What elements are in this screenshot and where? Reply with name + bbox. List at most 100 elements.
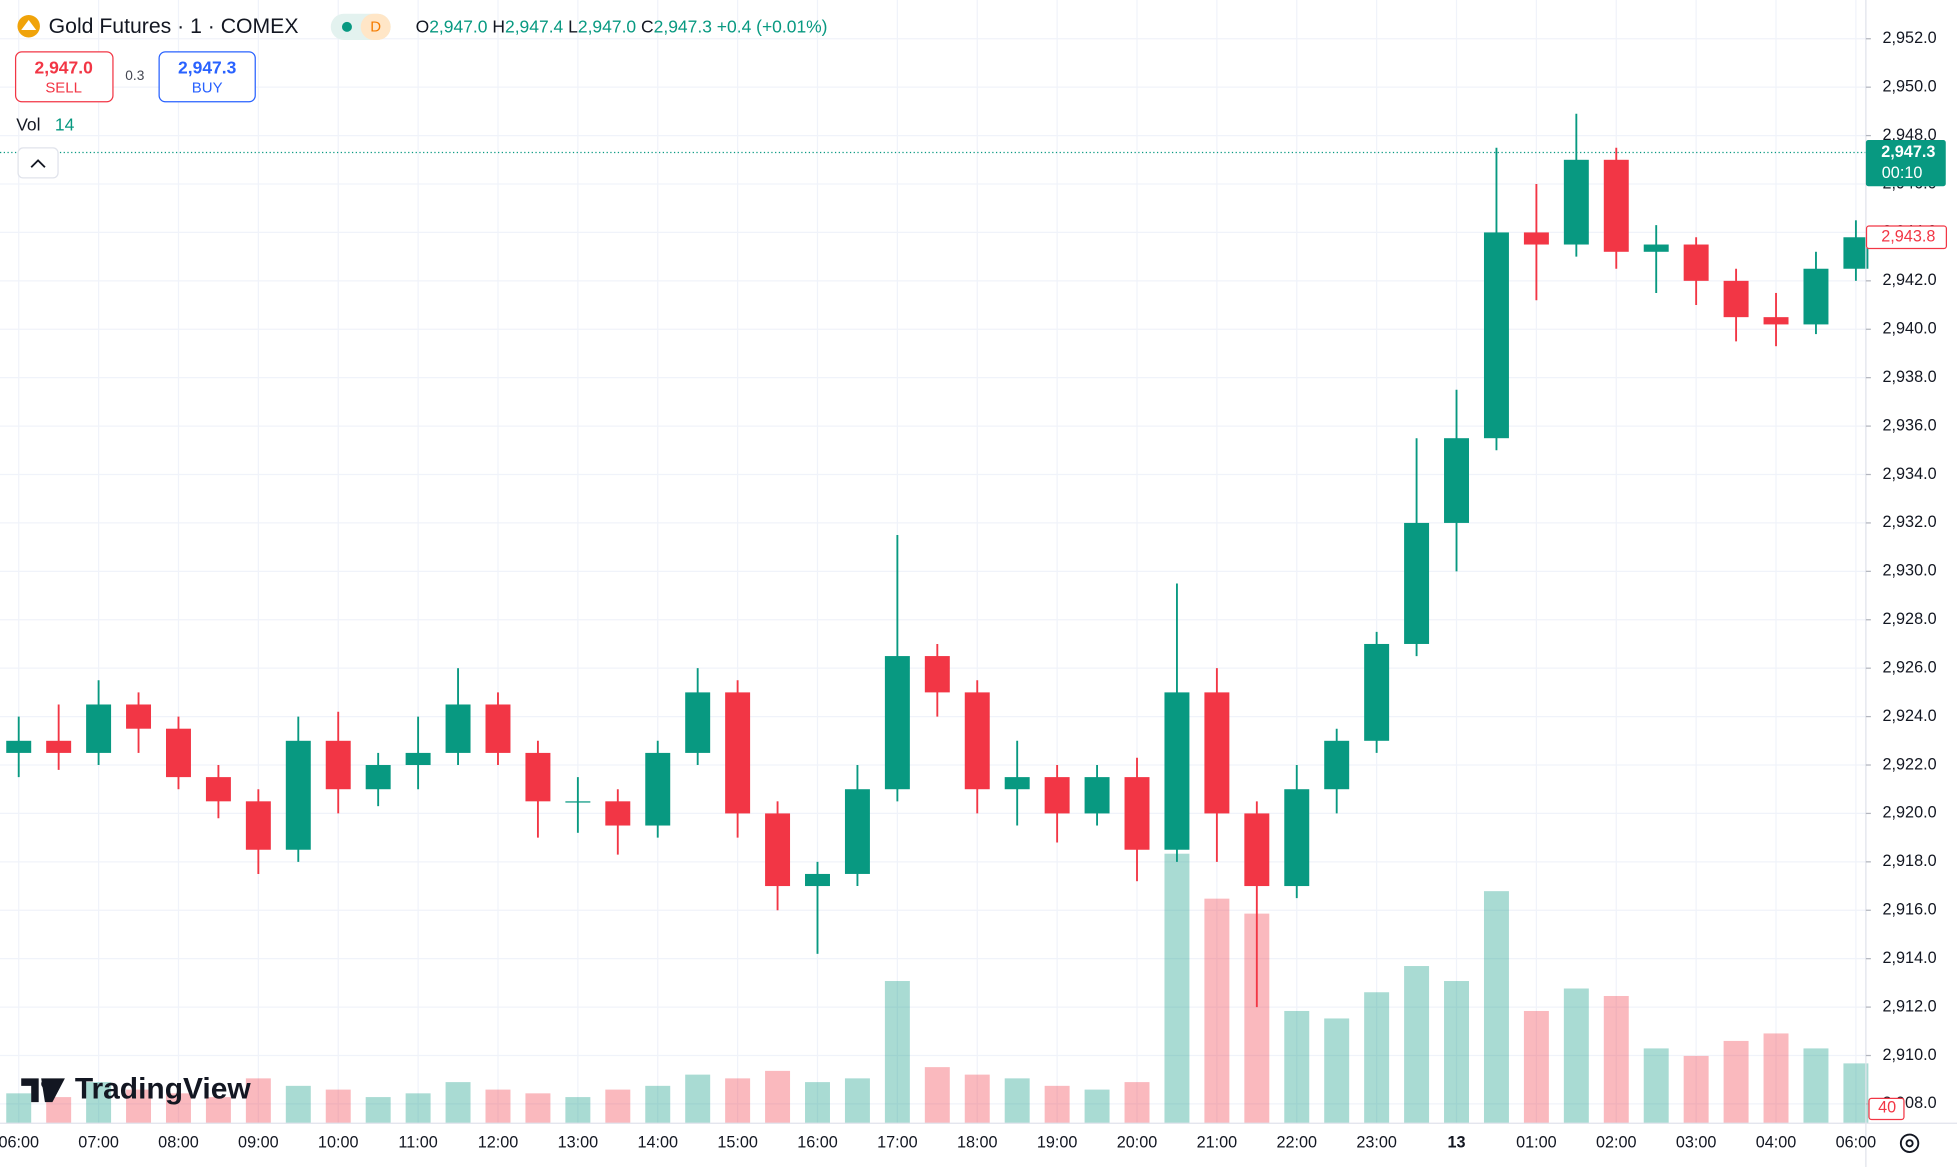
candle-body xyxy=(1563,159,1589,245)
candle-body xyxy=(1164,692,1190,850)
volume-bar xyxy=(245,1078,271,1124)
x-tick-label: 07:00 xyxy=(78,1134,119,1152)
interval-badge: D xyxy=(370,18,381,35)
symbol-icon-glyph xyxy=(21,19,37,30)
spread: 0.3 xyxy=(125,68,144,83)
volume-bar xyxy=(405,1093,431,1124)
candle-body xyxy=(1324,740,1350,790)
y-tick-label: 2,914.0 xyxy=(1883,949,1937,967)
sell-price: 2,947.0 xyxy=(35,57,93,77)
volume-legend-name: Vol xyxy=(16,115,40,135)
x-tick-label: 15:00 xyxy=(717,1134,758,1152)
candle-body xyxy=(1124,777,1150,850)
volume-bar xyxy=(685,1074,711,1124)
plot-area xyxy=(0,0,1869,1124)
y-tick-label: 2,912.0 xyxy=(1883,997,1937,1015)
x-tick-label: 17:00 xyxy=(877,1134,918,1152)
ohlc-key: O xyxy=(416,16,430,36)
x-tick-label: 06:00 xyxy=(1836,1134,1877,1152)
candle-body xyxy=(605,801,631,826)
volume-bar xyxy=(884,981,910,1124)
volume-bar xyxy=(6,1093,32,1124)
sell-button[interactable] xyxy=(14,51,114,103)
candle-body xyxy=(1404,522,1430,644)
volume-bar xyxy=(1044,1085,1070,1124)
volume-bar xyxy=(365,1097,391,1124)
x-tick-label: 12:00 xyxy=(478,1134,519,1152)
candle-body xyxy=(445,704,471,753)
y-tick-label: 2,930.0 xyxy=(1883,562,1937,580)
candle-body xyxy=(1763,317,1789,325)
x-tick-label: 13:00 xyxy=(558,1134,599,1152)
x-tick-label: 13 xyxy=(1447,1134,1465,1152)
candle-body xyxy=(964,692,990,790)
y-tick-label: 2,918.0 xyxy=(1883,852,1937,870)
volume-bar xyxy=(844,1078,870,1124)
x-tick-label: 08:00 xyxy=(158,1134,199,1152)
volume-bar xyxy=(725,1078,751,1124)
y-tick-label: 2,922.0 xyxy=(1883,755,1937,773)
candle-body xyxy=(1683,244,1709,281)
candle-body xyxy=(525,752,551,802)
price-tag-label: 2,947.3 xyxy=(1881,143,1935,161)
candle-body xyxy=(1803,268,1829,325)
candle-body xyxy=(1244,813,1270,887)
volume-bar xyxy=(1723,1040,1749,1124)
volume-bar xyxy=(964,1074,990,1124)
ohlc-key: C xyxy=(641,16,654,36)
candle-body xyxy=(1523,232,1549,245)
candle-body xyxy=(1204,692,1230,814)
settings-icon[interactable] xyxy=(1899,1133,1920,1153)
x-tick-label: 21:00 xyxy=(1197,1134,1238,1152)
buy-button[interactable] xyxy=(158,51,256,103)
volume-tag xyxy=(1868,1097,1905,1121)
x-tick-label: 04:00 xyxy=(1756,1134,1797,1152)
x-tick-label: 06:00 xyxy=(0,1134,39,1152)
volume-bar xyxy=(1483,891,1509,1124)
volume-bar xyxy=(325,1089,351,1124)
candle-body xyxy=(165,728,191,778)
candle-body xyxy=(685,692,711,753)
candle-body xyxy=(405,752,431,766)
y-tick-label: 2,910.0 xyxy=(1883,1046,1937,1064)
collapse-button[interactable] xyxy=(17,147,59,179)
volume-bar xyxy=(605,1089,631,1124)
volume-bar xyxy=(1124,1082,1150,1124)
candle-body xyxy=(844,789,870,874)
candle-body xyxy=(1723,280,1749,318)
symbol-title[interactable]: Gold Futures · 1 · COMEX xyxy=(49,15,299,38)
y-tick-label: 2,950.0 xyxy=(1883,77,1937,95)
volume-bar xyxy=(1643,1048,1669,1124)
sell-label: SELL xyxy=(45,80,82,97)
price-tag xyxy=(1865,225,1948,250)
volume-bar xyxy=(1843,1063,1869,1124)
x-tick-label: 19:00 xyxy=(1037,1134,1078,1152)
y-tick-label: 2,948.0 xyxy=(1883,126,1937,144)
candle-body xyxy=(645,752,671,826)
candle-body xyxy=(924,656,950,693)
volume-legend-value: 14 xyxy=(55,115,75,135)
x-tick-label: 02:00 xyxy=(1596,1134,1637,1152)
ohlc-value: 2,947.0 xyxy=(429,16,488,36)
y-tick-label: 2,928.0 xyxy=(1883,610,1937,628)
volume-bar xyxy=(565,1097,591,1124)
change: +0.4 (+0.01%) xyxy=(717,16,828,36)
x-tick-label: 23:00 xyxy=(1356,1134,1397,1152)
volume-bar xyxy=(445,1082,471,1124)
candle-body xyxy=(884,656,910,790)
candle-body xyxy=(1843,237,1869,269)
volume-bar xyxy=(86,1082,112,1124)
candle-body xyxy=(1483,232,1509,439)
x-tick-label: 16:00 xyxy=(797,1134,838,1152)
candle-body xyxy=(485,704,511,753)
volume-bar xyxy=(285,1085,311,1124)
price-tag-countdown: 00:10 xyxy=(1882,164,1923,182)
x-tick-label: 22:00 xyxy=(1276,1134,1317,1152)
x-tick-label: 03:00 xyxy=(1676,1134,1717,1152)
candle-body xyxy=(1044,777,1070,814)
ohlc-key: H xyxy=(492,16,505,36)
volume-bar xyxy=(1444,981,1469,1124)
volume-bar xyxy=(1523,1010,1549,1124)
x-tick-label: 20:00 xyxy=(1117,1134,1158,1152)
